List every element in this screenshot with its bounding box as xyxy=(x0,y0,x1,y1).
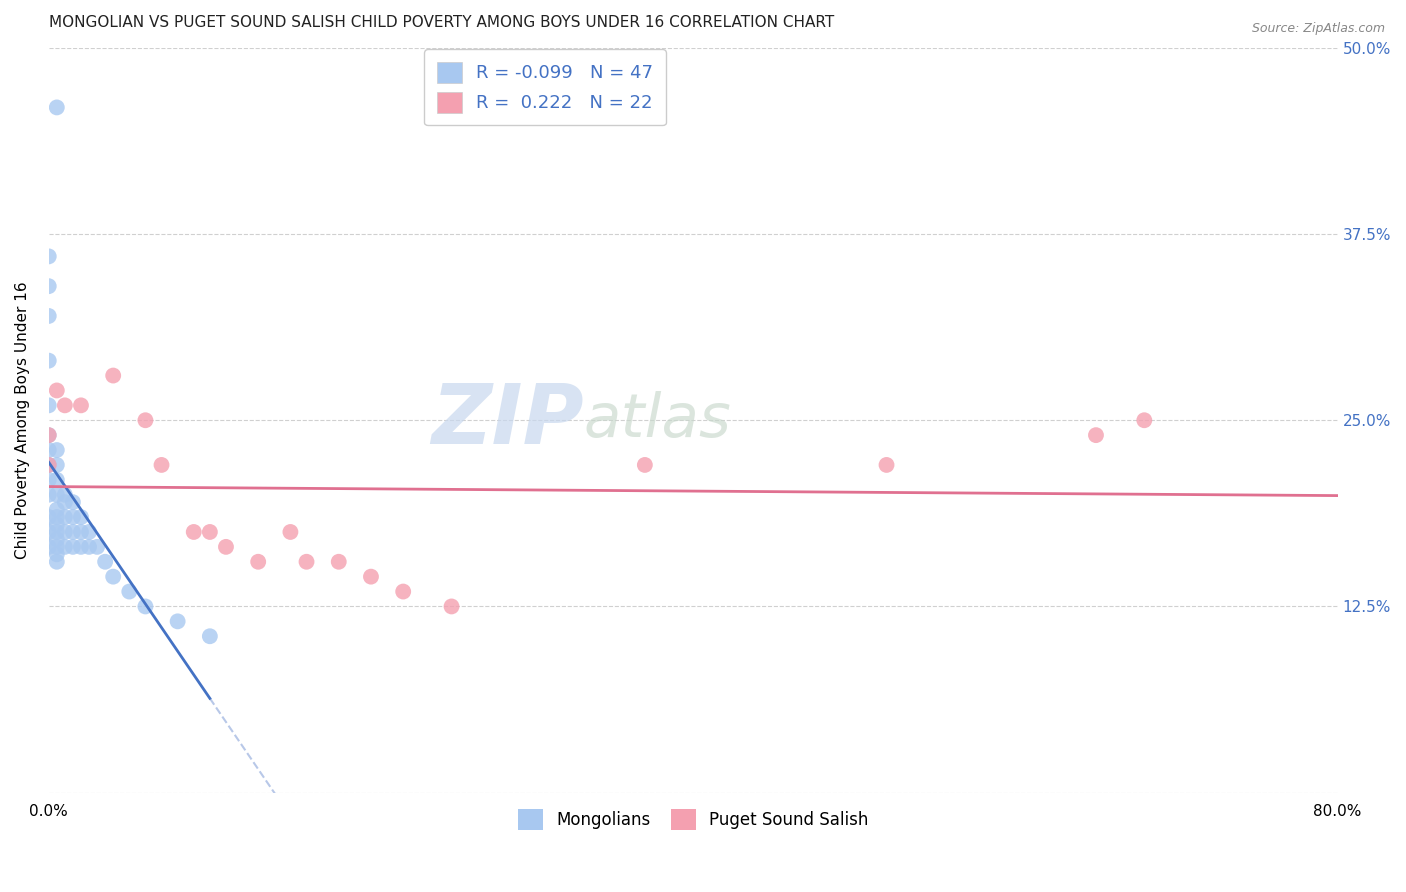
Point xyxy=(440,599,463,614)
Point xyxy=(53,495,76,509)
Point xyxy=(38,353,60,368)
Point xyxy=(45,510,67,524)
Point xyxy=(45,547,67,561)
Point xyxy=(215,540,238,554)
Point xyxy=(38,458,60,472)
Point xyxy=(45,517,67,532)
Point xyxy=(53,488,76,502)
Text: MONGOLIAN VS PUGET SOUND SALISH CHILD POVERTY AMONG BOYS UNDER 16 CORRELATION CH: MONGOLIAN VS PUGET SOUND SALISH CHILD PO… xyxy=(49,15,834,30)
Point xyxy=(53,510,76,524)
Point xyxy=(103,569,125,583)
Point xyxy=(70,524,93,539)
Point xyxy=(38,443,60,458)
Point xyxy=(45,502,67,516)
Point xyxy=(38,398,60,412)
Point xyxy=(38,309,60,323)
Text: atlas: atlas xyxy=(583,391,731,450)
Y-axis label: Child Poverty Among Boys Under 16: Child Poverty Among Boys Under 16 xyxy=(15,282,30,559)
Point xyxy=(38,428,60,442)
Point xyxy=(62,495,84,509)
Point xyxy=(53,524,76,539)
Point xyxy=(392,584,415,599)
Point xyxy=(247,555,270,569)
Point xyxy=(45,555,67,569)
Point xyxy=(45,524,67,539)
Point xyxy=(77,540,100,554)
Point xyxy=(118,584,141,599)
Point xyxy=(150,458,173,472)
Point xyxy=(45,540,67,554)
Point xyxy=(183,524,205,539)
Point xyxy=(45,384,67,398)
Point xyxy=(38,524,60,539)
Point xyxy=(38,428,60,442)
Point xyxy=(1084,428,1107,442)
Point xyxy=(70,510,93,524)
Point xyxy=(62,524,84,539)
Point xyxy=(70,398,93,412)
Point xyxy=(38,510,60,524)
Point xyxy=(134,599,156,614)
Point xyxy=(166,615,188,629)
Point xyxy=(38,458,60,472)
Point xyxy=(1133,413,1156,427)
Text: ZIP: ZIP xyxy=(432,380,583,461)
Point xyxy=(38,540,60,554)
Point xyxy=(328,555,350,569)
Point xyxy=(45,458,67,472)
Point xyxy=(280,524,302,539)
Point xyxy=(53,540,76,554)
Point xyxy=(62,510,84,524)
Point xyxy=(198,629,221,643)
Point xyxy=(70,540,93,554)
Point xyxy=(876,458,898,472)
Point xyxy=(45,473,67,487)
Point xyxy=(134,413,156,427)
Point xyxy=(45,443,67,458)
Point xyxy=(38,279,60,293)
Point xyxy=(77,524,100,539)
Point xyxy=(360,569,382,583)
Text: Source: ZipAtlas.com: Source: ZipAtlas.com xyxy=(1251,22,1385,36)
Point xyxy=(38,473,60,487)
Point xyxy=(94,555,117,569)
Point xyxy=(86,540,108,554)
Legend: Mongolians, Puget Sound Salish: Mongolians, Puget Sound Salish xyxy=(512,803,875,837)
Point xyxy=(45,100,67,114)
Point xyxy=(45,488,67,502)
Point xyxy=(295,555,318,569)
Point xyxy=(38,488,60,502)
Point xyxy=(634,458,657,472)
Point xyxy=(38,249,60,263)
Point xyxy=(45,533,67,547)
Point xyxy=(103,368,125,383)
Point xyxy=(53,398,76,412)
Point xyxy=(198,524,221,539)
Point xyxy=(62,540,84,554)
